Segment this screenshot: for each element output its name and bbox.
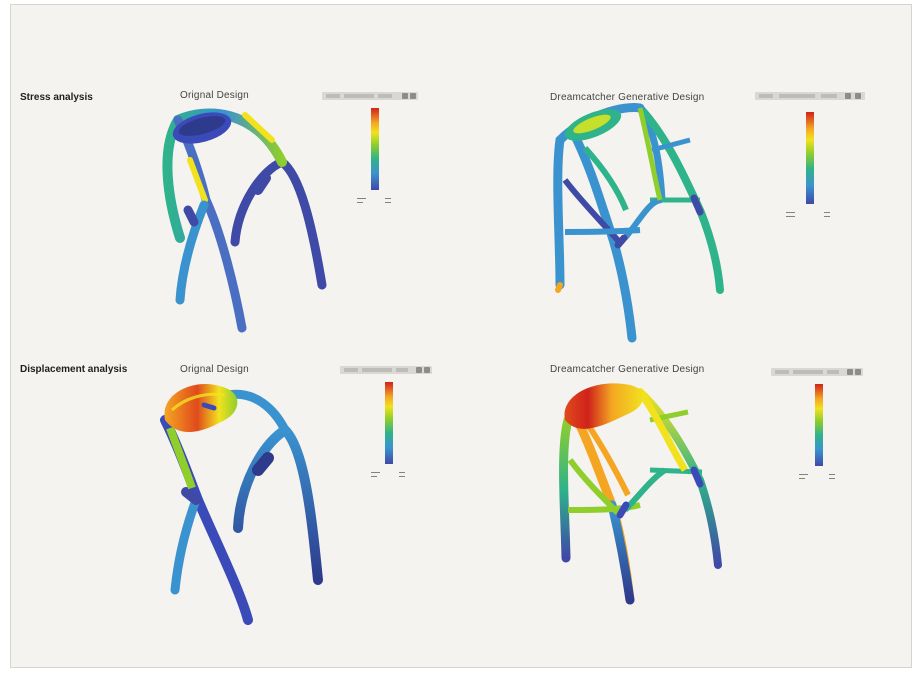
legend-footnote: ▬▬ ▬▬ <box>829 472 835 480</box>
color-legend: ▬▬▬ ▬▬ ▬▬ ▬▬ <box>371 382 445 502</box>
legend-footnote: ▬▬▬ ▬▬▬ <box>786 210 795 218</box>
figure-frame <box>10 4 912 668</box>
legend-footnote: ▬▬▬ ▬▬ <box>371 470 380 478</box>
row-label-displacement: Displacement analysis <box>20 364 128 375</box>
panel-title-displacement-generative: Dreamcatcher Generative Design <box>550 364 705 375</box>
color-scale-bar <box>371 108 379 190</box>
color-scale-bar <box>806 112 814 204</box>
legend-footnote: ▬▬ ▬▬ <box>385 196 391 204</box>
stress-generative-structure <box>553 102 724 343</box>
viewer-toolbar[interactable] <box>340 366 432 374</box>
view-icon[interactable] <box>416 367 422 373</box>
menu-icon[interactable] <box>855 93 861 99</box>
view-icon[interactable] <box>402 93 408 99</box>
legend-footnote: ▬▬ ▬▬ <box>824 210 830 218</box>
menu-icon[interactable] <box>855 369 861 375</box>
panel-title-stress-original: Orignal Design <box>180 90 249 101</box>
color-scale-bar <box>815 384 823 466</box>
legend-footnote: ▬▬▬ ▬▬ <box>799 472 808 480</box>
color-legend: ▬▬▬ ▬▬▬ ▬▬ ▬▬ <box>786 112 866 232</box>
panel-title-stress-generative: Dreamcatcher Generative Design <box>550 92 705 103</box>
viewer-toolbar[interactable] <box>322 92 418 100</box>
panel-title-displacement-original: Orignal Design <box>180 364 249 375</box>
view-icon[interactable] <box>845 93 851 99</box>
color-legend: ▬▬▬ ▬▬ ▬▬ ▬▬ <box>357 108 431 228</box>
row-label-stress: Stress analysis <box>20 92 93 103</box>
displacement-generative-structure <box>559 383 722 605</box>
color-scale-bar <box>385 382 393 464</box>
displacement-original-structure <box>160 384 323 625</box>
stress-original-structure <box>162 108 327 333</box>
menu-icon[interactable] <box>424 367 430 373</box>
menu-icon[interactable] <box>410 93 416 99</box>
viewer-toolbar[interactable] <box>771 368 863 376</box>
legend-footnote: ▬▬▬ ▬▬ <box>357 196 366 204</box>
legend-footnote: ▬▬ ▬▬ <box>399 470 405 478</box>
color-legend: ▬▬▬ ▬▬ ▬▬ ▬▬ <box>799 384 875 504</box>
view-icon[interactable] <box>847 369 853 375</box>
viewer-toolbar[interactable] <box>755 92 865 100</box>
